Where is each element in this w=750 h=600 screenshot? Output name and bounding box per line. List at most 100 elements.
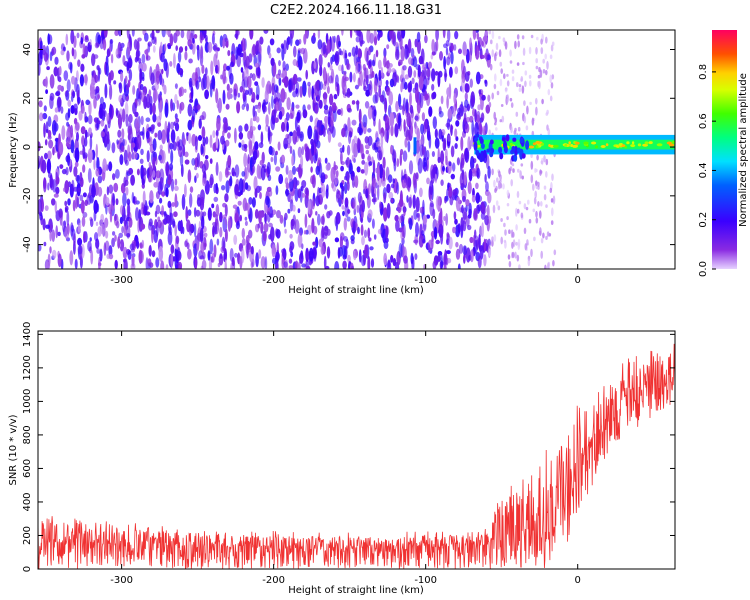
heatmap-cell [392,258,397,267]
heatmap-cell [271,82,275,96]
heatmap-cell [221,185,226,191]
heatmap-cell [113,182,119,193]
signal-peak [656,143,663,147]
heatmap-cell [109,84,113,100]
heatmap-cell [202,177,207,187]
heatmap-cell [229,175,233,187]
heatmap-cell [224,259,227,269]
heatmap-cell [390,198,394,203]
heatmap-cell [455,248,461,260]
heatmap-cell [318,238,323,248]
heatmap-cell [149,190,154,204]
heatmap-cell [415,140,420,154]
signal-peak [535,140,541,144]
heatmap-cell [187,209,192,217]
heatmap-cell [237,200,242,206]
heatmap-cell [300,155,304,169]
heatmap-cell [417,157,423,174]
heatmap-cell [38,244,42,252]
heatmap-cell [444,68,447,83]
colorbar-tick-label: 0.0 [698,261,709,277]
heatmap-cell [493,179,496,188]
heatmap-cell [516,254,520,262]
heatmap-cell [227,132,231,139]
heatmap-cell [108,184,114,194]
heatmap-cell [508,260,512,268]
heatmap-cell [239,214,242,222]
heatmap-cell [55,91,60,96]
heatmap-cell [290,106,295,119]
heatmap-cell [444,148,448,160]
heatmap-cell [347,107,352,113]
heatmap-cell [77,187,82,193]
heatmap-cell [444,195,449,202]
heatmap-cell [185,213,189,219]
heatmap-cell [542,232,545,239]
heatmap-cell [341,244,346,258]
signal-peak [666,141,673,145]
heatmap-cell [128,69,133,81]
heatmap-cell [197,135,203,141]
heatmap-cell [512,168,515,173]
heatmap-cell [510,179,513,187]
heatmap-cell [344,49,348,66]
heatmap-cell [174,122,180,132]
heatmap-cell [42,218,46,231]
heatmap-cell [45,89,48,94]
heatmap-cell [518,84,522,88]
heatmap-cell [55,186,60,195]
heatmap-cell [372,159,376,175]
heatmap-cell [499,119,503,123]
heatmap-cell [311,141,315,157]
heatmap-cell [378,69,382,81]
heatmap-cell [212,221,217,227]
heatmap-cell [320,215,325,225]
heatmap-cell [79,74,84,87]
heatmap-cell [346,216,351,222]
heatmap-cell [297,146,302,158]
heatmap-cell [106,48,110,58]
heatmap-cell [440,150,445,165]
heatmap-cell [530,174,534,184]
heatmap-cell [401,175,405,181]
signal-peak [637,143,642,147]
heatmap-cell [357,226,360,235]
heatmap-cell [244,123,249,132]
heatmap-cell [519,170,522,179]
heatmap-cell [423,264,426,269]
heatmap-cell [182,144,186,157]
heatmap-cell [366,50,369,66]
heatmap-cell [164,102,169,118]
heatmap-cell [475,71,481,85]
heatmap-cell [137,37,142,42]
heatmap-cell [150,72,155,85]
heatmap-cell [263,222,269,233]
heatmap-cell [99,96,104,106]
heatmap-cell [509,49,512,57]
snr-series [38,343,675,569]
heatmap-cell [137,98,142,107]
heatmap-cell [118,232,123,238]
heatmap-cell [450,124,453,136]
heatmap-cell [59,142,64,156]
heatmap-cell [417,64,421,78]
heatmap-cell [112,193,116,206]
heatmap-cell [535,58,538,64]
heatmap-cell [113,213,119,226]
heatmap-cell [364,244,368,259]
heatmap-cell [268,102,271,115]
heatmap-cell [178,264,182,269]
heatmap-cell [435,239,441,245]
heatmap-cell [287,208,291,214]
heatmap-cell [297,261,301,269]
heatmap-cell [161,205,165,217]
heatmap-cell [200,241,205,254]
heatmap-cell [64,226,70,240]
heatmap-cell [114,30,119,36]
heatmap-cell [91,70,94,76]
heatmap-cell [338,246,343,257]
heatmap-cell [209,173,214,186]
heatmap-cell [385,237,389,243]
heatmap-cell [131,30,135,37]
heatmap-cell [443,43,448,49]
